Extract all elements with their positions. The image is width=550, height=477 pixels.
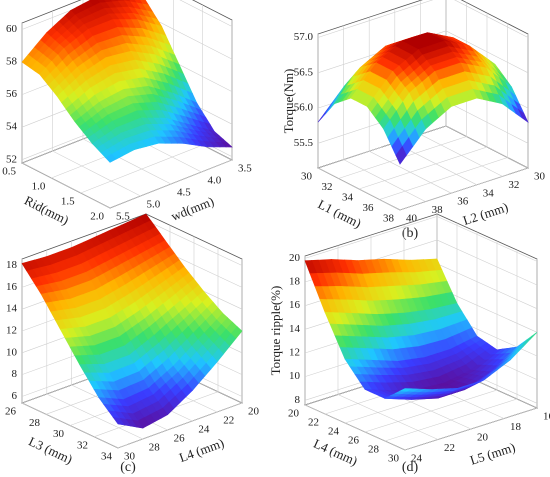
z-tick-label: 14 [289,323,301,335]
y-tick-label: 24 [198,424,210,436]
y-tick-label: 22 [223,415,234,427]
y-tick-label: 38 [432,204,444,216]
x-tick-label: 24 [328,426,340,438]
z-tick-label: 58 [6,56,18,68]
y-tick-label: 18 [510,421,522,433]
z-tick-label: 55.5 [294,137,314,149]
y-tick-label: 34 [483,187,495,199]
x-tick-label: 2.0 [90,211,104,223]
z-tick-label: 10 [6,346,18,358]
panel-label: (d) [402,460,419,475]
x-tick-label: 34 [101,451,113,463]
y-tick-label: 36 [457,196,469,208]
z-tick-label: 18 [289,276,301,288]
z-tick-label: 12 [6,325,17,337]
x-tick-label: 26 [5,406,17,418]
z-tick-label: 16 [289,299,301,311]
y-tick-label: 26 [174,433,186,445]
y-axis-label: L2 (mm) [461,199,510,228]
y-tick-label: 4.5 [177,187,191,199]
x-tick-label: 30 [388,453,400,465]
z-tick-label: 57.0 [294,31,314,43]
y-tick-label: 20 [477,432,489,444]
z-tick-label: 6 [12,390,18,402]
x-tick-label: 22 [308,417,319,429]
y-axis-label: L5 (mm) [468,439,517,467]
x-tick-label: 30 [301,171,313,183]
grid-line [21,259,119,449]
x-axis-label: L3 (mm) [26,433,75,466]
surface-patch [105,153,117,163]
z-axis-label: Torque(Nm) [281,69,296,134]
grid-line [317,0,529,38]
grid-line [21,23,111,209]
x-tick-label: 32 [322,181,333,193]
surface-patch [395,145,407,165]
x-tick-label: 34 [342,192,354,204]
surface-patch [398,388,413,392]
z-tick-label: 14 [6,303,18,315]
z-tick-label: 16 [6,281,18,293]
x-tick-label: 32 [77,439,88,451]
y-tick-label: 40 [406,213,418,225]
y-tick-label: 4.0 [208,175,222,187]
y-tick-label: 28 [149,442,161,454]
y-tick-label: 30 [124,451,136,463]
y-axis-label: wd(mm) [169,193,216,223]
x-tick-label: 38 [383,213,395,225]
z-tick-label: 10 [289,370,301,382]
z-tick-label: 12 [289,346,300,358]
grid-line [304,216,538,262]
y-tick-label: 30 [534,171,546,183]
x-tick-label: 28 [29,417,41,429]
x-tick-label: 26 [348,435,360,447]
x-tick-label: 0.5 [2,166,16,178]
z-tick-label: 54 [6,121,18,133]
y-tick-label: 16 [543,411,550,423]
z-tick-label: 60 [6,23,18,35]
z-tick-label: 8 [12,368,18,380]
y-tick-label: 22 [444,442,455,454]
y-tick-label: 5.0 [147,199,161,211]
grid-line [304,256,406,451]
z-tick-label: 56 [6,88,18,100]
surface-patch [112,417,125,426]
z-tick-label: 18 [6,259,18,271]
grid-line [317,34,401,211]
x-tick-label: 20 [288,408,300,420]
x-tick-label: 30 [53,428,65,440]
x-axis-label: L1 (mm) [316,196,364,231]
x-tick-label: 1.0 [32,181,46,193]
y-tick-label: 5.5 [116,211,130,223]
x-tick-label: 28 [368,444,380,456]
z-axis-label: Torque ripple(%) [268,286,283,376]
x-tick-label: 1.5 [61,196,75,208]
z-tick-label: 20 [289,252,301,264]
z-tick-label: 56.5 [294,66,314,78]
panel-label: (c) [120,460,136,475]
x-tick-label: 36 [363,202,375,214]
panel-label: (b) [402,226,419,241]
grid-line [343,25,426,202]
y-tick-label: 3.5 [238,163,252,175]
z-tick-label: 56.0 [294,102,314,114]
y-tick-label: 20 [248,406,260,418]
y-tick-label: 32 [508,179,519,191]
z-tick-label: 52 [6,153,17,165]
z-tick-label: 8 [295,394,301,406]
y-tick-label: 24 [411,453,423,465]
